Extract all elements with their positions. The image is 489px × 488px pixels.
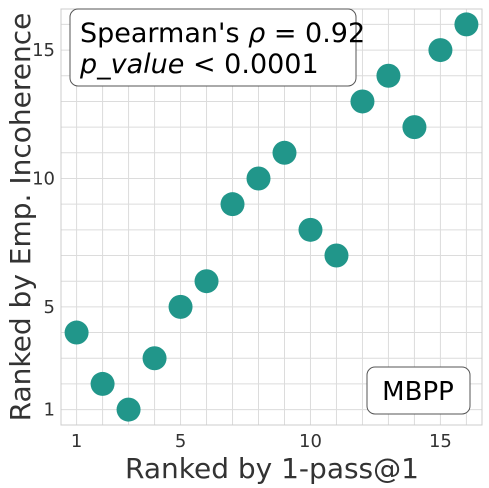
data-point	[402, 115, 427, 140]
x-tick-label: 15	[429, 431, 452, 452]
x-axis-label: Ranked by 1-pass@1	[125, 452, 419, 485]
stats-line-1-prefix: Spearman's	[80, 18, 248, 49]
data-point	[428, 38, 453, 63]
data-point	[64, 320, 89, 345]
dataset-annotation: MBPP	[366, 366, 471, 415]
data-point	[142, 346, 167, 371]
stats-box	[69, 8, 357, 87]
stats-line-2-value: < 0.0001	[184, 49, 318, 80]
x-tick-label: 5	[175, 431, 186, 452]
data-point	[376, 63, 401, 88]
data-point	[116, 397, 141, 422]
y-tick-label: 1	[44, 400, 55, 421]
data-point	[454, 12, 479, 37]
data-point	[298, 217, 323, 242]
data-point	[90, 371, 115, 396]
rho-symbol: ρ	[248, 18, 265, 49]
grid-lines	[61, 9, 482, 425]
data-point	[350, 89, 375, 114]
y-tick-label: 15	[32, 40, 55, 61]
y-tick-label: 10	[32, 168, 55, 189]
y-tick-label: 5	[44, 297, 55, 318]
data-point	[168, 294, 193, 319]
data-point	[246, 166, 271, 191]
x-tick-label: 1	[71, 431, 82, 452]
y-axis-label: Ranked by Emp. Incoherence	[4, 13, 37, 422]
stats-line-1-value: = 0.92	[265, 18, 365, 49]
data-point	[324, 243, 349, 268]
dataset-label: MBPP	[382, 377, 454, 407]
stats-line-1: Spearman's ρ = 0.92	[80, 18, 365, 49]
stats-line-2: p_value < 0.0001	[79, 49, 319, 80]
dataset-box	[366, 366, 471, 415]
x-tick-labels: 1 5 10 15	[71, 431, 452, 452]
x-tick-label: 10	[299, 431, 322, 452]
data-point	[194, 269, 219, 294]
data-point	[220, 192, 245, 217]
data-point	[272, 140, 297, 165]
p-value-symbol: p_value	[79, 49, 184, 80]
data-points	[64, 12, 479, 422]
stats-annotation: Spearman's ρ = 0.92 p_value < 0.0001	[69, 8, 365, 87]
